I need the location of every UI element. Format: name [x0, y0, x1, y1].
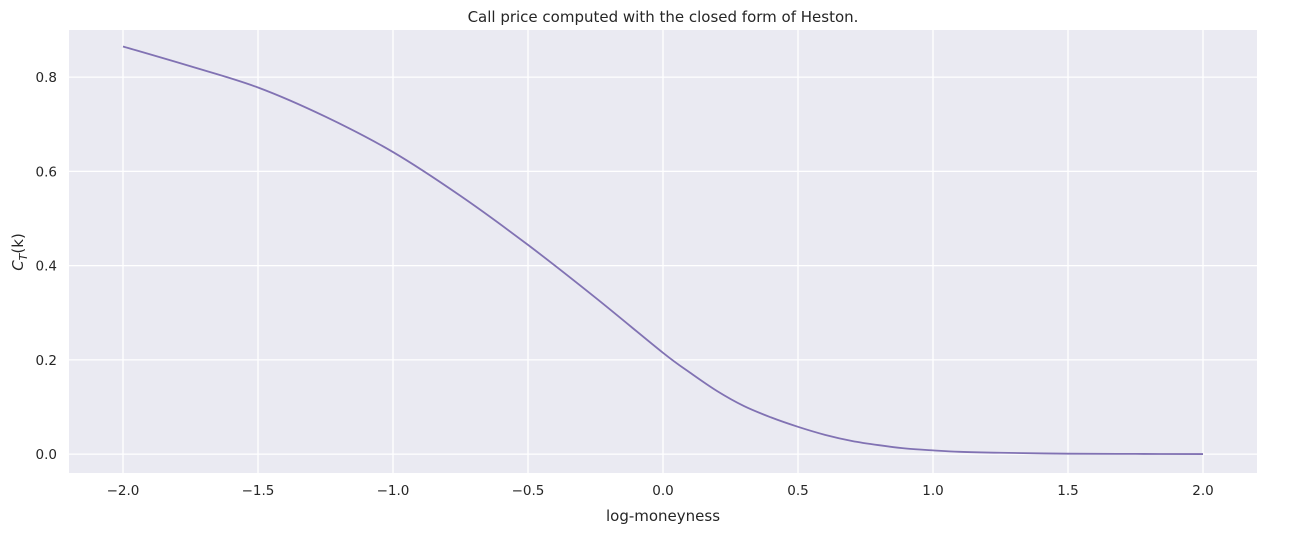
y-ticks: 0.0 0.2 0.4 0.6 0.8 [36, 70, 57, 463]
x-tick-label: 1.5 [1057, 483, 1078, 499]
x-tick-label: −1.5 [242, 483, 275, 499]
x-tick-label: 1.0 [922, 483, 943, 499]
y-axis-label: CT(k) [9, 233, 30, 271]
y-label-subscript: T [17, 252, 30, 260]
y-tick-label: 0.6 [36, 164, 57, 180]
y-tick-label: 0.2 [36, 353, 57, 369]
x-tick-label: 0.0 [652, 483, 673, 499]
x-tick-label: −0.5 [512, 483, 545, 499]
y-label-base: C [9, 260, 27, 271]
y-tick-label: 0.8 [36, 70, 57, 86]
x-tick-label: 2.0 [1192, 483, 1213, 499]
y-label-arg: (k) [9, 233, 27, 253]
x-tick-label: −1.0 [377, 483, 410, 499]
chart-title: Call price computed with the closed form… [468, 8, 859, 26]
y-tick-label: 0.0 [36, 447, 57, 463]
x-ticks: −2.0 −1.5 −1.0 −0.5 0.0 0.5 1.0 1.5 2.0 [107, 483, 1214, 499]
x-tick-label: 0.5 [787, 483, 808, 499]
series-line [122, 45, 1204, 455]
series-group [122, 45, 1204, 455]
x-tick-label: −2.0 [107, 483, 140, 499]
x-axis-label: log-moneyness [606, 507, 720, 525]
y-tick-label: 0.4 [36, 259, 57, 275]
